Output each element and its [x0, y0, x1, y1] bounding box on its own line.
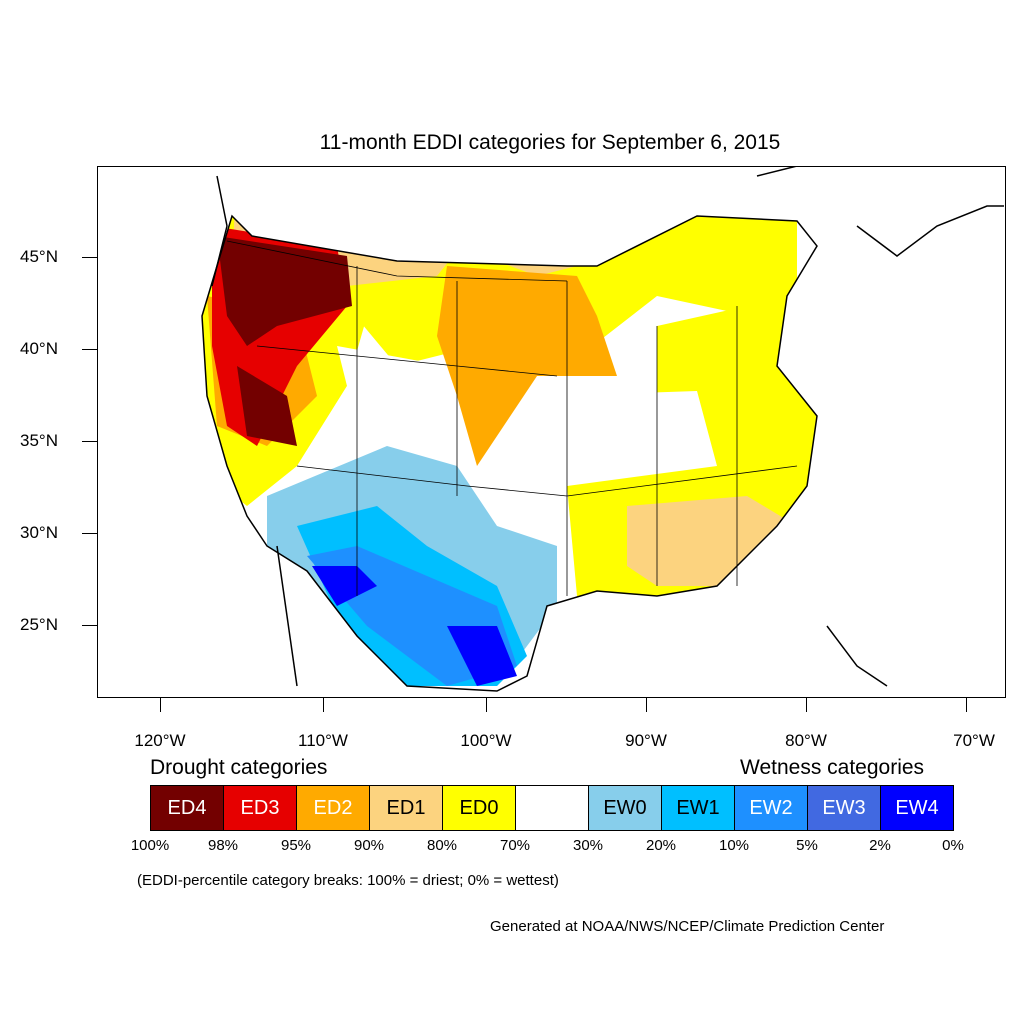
legend-swatch-ew0: EW0 — [588, 785, 662, 831]
legend-break-label: 70% — [499, 837, 531, 854]
lat-label-30n: 30°N — [20, 523, 58, 542]
wetness-categories-heading: Wetness categories — [740, 756, 925, 779]
legend-swatch-ew4: EW4 — [880, 785, 954, 831]
map-panel — [201, 166, 1004, 692]
legend-swatch-normal — [515, 785, 589, 831]
lon-tick — [646, 697, 647, 712]
legend-swatch-ed4: ED4 — [150, 785, 224, 831]
legend-swatch-ed0: ED0 — [442, 785, 516, 831]
legend-break-label: 20% — [645, 837, 677, 854]
lat-tick — [82, 349, 97, 350]
lon-label-120w: 120°W — [134, 731, 186, 750]
legend-break-label: 80% — [426, 837, 458, 854]
lat-label-35n: 35°N — [20, 431, 58, 450]
legend-swatch-ew1: EW1 — [661, 785, 735, 831]
legend-break-label: 98% — [207, 837, 239, 854]
legend-swatch-ew3: EW3 — [807, 785, 881, 831]
legend-break-label: 2% — [869, 837, 891, 854]
lon-tick — [806, 697, 807, 712]
ed4-region-nw — [217, 236, 352, 346]
legend-swatch-ed3: ED3 — [223, 785, 297, 831]
map-frame — [97, 166, 1006, 698]
us-outline — [201, 214, 818, 692]
map-title: 11-month EDDI categories for September 6… — [319, 131, 781, 154]
lon-label-80w: 80°W — [785, 731, 827, 750]
legend-break-label: 30% — [572, 837, 604, 854]
legend-break-label: 0% — [942, 837, 964, 854]
legend-break-label: 10% — [718, 837, 750, 854]
lon-label-90w: 90°W — [625, 731, 667, 750]
lon-tick — [160, 697, 161, 712]
credit-line: Generated at NOAA/NWS/NCEP/Climate Predi… — [490, 918, 885, 935]
lon-label-100w: 100°W — [460, 731, 512, 750]
drought-categories-heading: Drought categories — [150, 756, 328, 779]
lat-tick — [82, 533, 97, 534]
legend-break-label: 95% — [280, 837, 312, 854]
lat-tick — [82, 625, 97, 626]
legend-break-label: 5% — [796, 837, 818, 854]
lat-tick — [82, 257, 97, 258]
lon-label-110w: 110°W — [298, 731, 348, 750]
lat-label-45n: 45°N — [20, 247, 58, 266]
category-breaks-note: (EDDI-percentile category breaks: 100% =… — [137, 872, 559, 889]
lon-tick — [486, 697, 487, 712]
legend-swatch-ed2: ED2 — [296, 785, 370, 831]
lon-tick — [323, 697, 324, 712]
legend-swatch-ew2: EW2 — [734, 785, 808, 831]
lat-tick — [82, 441, 97, 442]
legend-swatch-ed1: ED1 — [369, 785, 443, 831]
lat-label-25n: 25°N — [20, 615, 58, 634]
ew4-region-texas — [312, 566, 377, 606]
legend-break-label: 90% — [353, 837, 385, 854]
legend-break-label: 100% — [130, 837, 170, 854]
lat-label-40n: 40°N — [20, 339, 58, 358]
ed2-region-plains — [437, 266, 617, 466]
lon-label-70w: 70°W — [953, 731, 995, 750]
lon-tick — [966, 697, 967, 712]
